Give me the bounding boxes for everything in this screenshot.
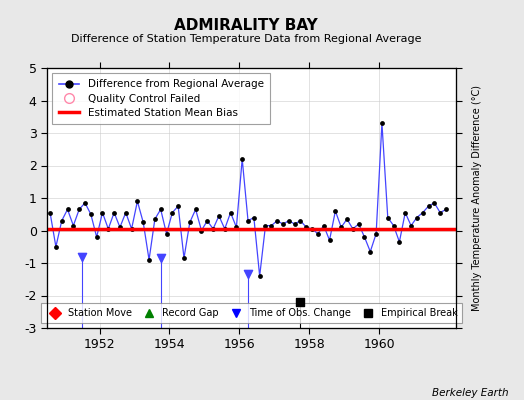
Point [116,224,124,230]
Point [52,244,60,250]
Point [285,218,293,224]
Point [389,222,398,229]
Point [261,222,270,229]
Point [407,222,415,229]
Point [325,237,334,244]
Point [127,226,136,232]
Point [197,227,205,234]
Point [273,218,281,224]
Point [145,256,153,263]
Point [46,210,54,216]
Point [139,219,147,226]
Point [354,221,363,227]
Point [209,226,217,232]
Point [81,200,89,206]
Point [191,206,200,212]
Point [157,255,165,261]
Point [244,218,252,224]
Point [296,218,304,224]
Point [203,218,212,224]
Point [302,224,310,230]
Point [75,206,83,212]
Point [413,214,421,221]
Point [348,226,357,232]
Point [249,214,258,221]
Point [104,226,113,232]
Point [226,210,235,216]
Point [99,210,107,216]
Point [296,299,304,305]
Point [133,198,141,204]
Point [343,216,351,222]
Point [267,222,276,229]
Point [366,248,375,255]
Point [86,211,95,218]
Point [238,156,246,162]
Point [395,239,403,245]
Point [185,219,194,226]
Point [157,206,165,212]
Point [290,221,299,227]
Point [58,218,66,224]
Point [110,210,118,216]
Point [244,271,252,278]
Point [174,203,182,209]
Point [232,224,241,230]
Y-axis label: Monthly Temperature Anomaly Difference (°C): Monthly Temperature Anomaly Difference (… [472,85,482,311]
Point [168,210,177,216]
Point [372,230,380,237]
Point [215,213,223,219]
Point [256,273,264,279]
Point [314,230,322,237]
Point [63,206,72,212]
Point [78,253,86,260]
Point [424,203,433,209]
Point [180,255,188,261]
Text: Difference of Station Temperature Data from Regional Average: Difference of Station Temperature Data f… [71,34,421,44]
Point [442,206,450,212]
Point [308,226,316,232]
Point [279,221,287,227]
Point [69,222,78,229]
Point [419,210,427,216]
Point [378,120,386,126]
Text: Berkeley Earth: Berkeley Earth [432,388,508,398]
Point [122,210,130,216]
Point [162,230,171,237]
Point [92,234,101,240]
Point [384,214,392,221]
Point [401,210,409,216]
Point [361,234,369,240]
Point [430,200,439,206]
Point [331,208,340,214]
Point [221,226,229,232]
Point [436,210,444,216]
Point [320,222,328,229]
Text: ADMIRALITY BAY: ADMIRALITY BAY [174,18,318,33]
Legend: Station Move, Record Gap, Time of Obs. Change, Empirical Break: Station Move, Record Gap, Time of Obs. C… [41,304,462,323]
Point [337,224,345,230]
Point [151,216,159,222]
